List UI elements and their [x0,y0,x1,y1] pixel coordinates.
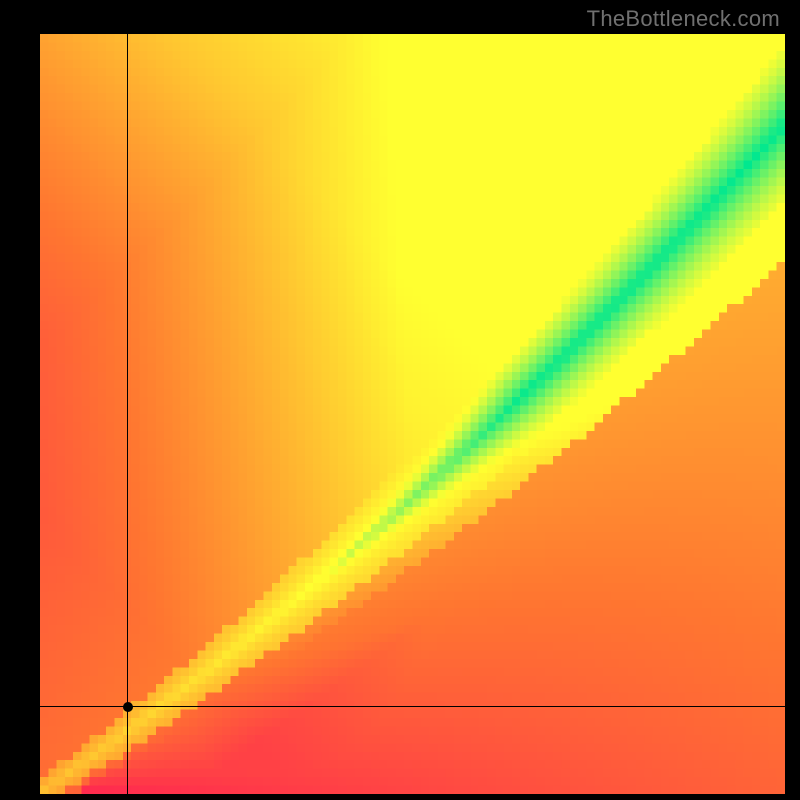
watermark-text: TheBottleneck.com [587,6,780,32]
bottleneck-heatmap [40,34,785,794]
crosshair-vertical [127,34,128,794]
crosshair-marker [123,702,133,712]
chart-container: TheBottleneck.com [0,0,800,800]
crosshair-horizontal [40,706,785,707]
